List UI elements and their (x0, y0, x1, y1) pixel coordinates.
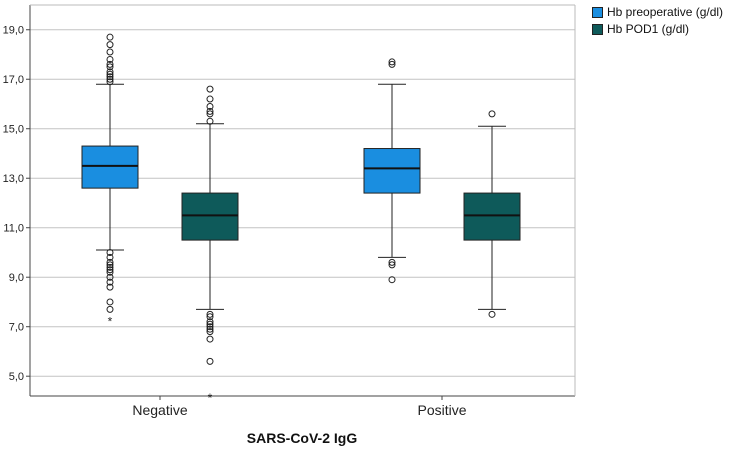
box-iqr (181, 192, 239, 241)
outlier-point (206, 357, 214, 365)
legend-item-hb-pod1: Hb POD1 (g/dl) (592, 21, 723, 37)
box-iqr (363, 148, 421, 194)
legend-label-hb-pod1: Hb POD1 (g/dl) (607, 22, 690, 36)
outlier-point (106, 41, 114, 49)
extreme-point: * (108, 314, 113, 328)
outlier-point (106, 33, 114, 41)
outlier-point (206, 310, 214, 318)
outlier-point (206, 320, 214, 328)
y-tick-label: 7,0 (9, 322, 24, 334)
box-0-0: * (81, 33, 139, 328)
y-tick-label: 11,0 (3, 223, 24, 235)
outlier-point (206, 318, 214, 326)
outlier-point (388, 58, 396, 66)
legend: Hb preoperative (g/dl) Hb POD1 (g/dl) (592, 4, 723, 38)
legend-swatch-hb-preoperative (592, 6, 603, 18)
outlier-point (388, 261, 396, 269)
box-1-0: * (181, 85, 239, 405)
outlier-point (206, 95, 214, 103)
y-tick-label: 13,0 (3, 173, 24, 185)
outlier-point (488, 310, 496, 318)
outlier-point (206, 335, 214, 343)
x-category-label: Positive (417, 402, 466, 418)
y-tick-label: 17,0 (3, 74, 24, 86)
x-category-label: Negative (132, 402, 187, 418)
outlier-point (388, 60, 396, 68)
axes (26, 4, 576, 400)
box-0-1 (363, 58, 421, 284)
outlier-point (106, 273, 114, 281)
outlier-point (106, 258, 114, 266)
outlier-point (106, 70, 114, 78)
y-tick-label: 5,0 (9, 371, 24, 383)
outlier-point (106, 78, 114, 86)
y-tick-label: 19,0 (3, 25, 24, 37)
outlier-point (106, 253, 114, 261)
box-iqr (463, 192, 521, 241)
outlier-point (106, 283, 114, 291)
outlier-point (106, 73, 114, 81)
outlier-point (206, 328, 214, 336)
outlier-point (488, 110, 496, 118)
box-series: ** (81, 33, 521, 405)
outlier-point (206, 117, 214, 125)
outlier-point (206, 313, 214, 321)
outlier-point (106, 68, 114, 76)
x-axis-title: SARS-CoV-2 IgG (247, 430, 358, 446)
outlier-point (106, 75, 114, 83)
outlier-point (206, 110, 214, 118)
outlier-point (206, 85, 214, 93)
legend-swatch-hb-pod1 (592, 23, 603, 35)
outlier-point (106, 278, 114, 286)
outlier-point (106, 263, 114, 271)
y-tick-labels: 5,0 7,0 9,0 11,0 13,0 15,0 17,0 19,0 (3, 25, 24, 383)
outlier-point (206, 323, 214, 331)
outlier-point (106, 298, 114, 306)
outlier-point (206, 107, 214, 115)
y-tick-label: 9,0 (9, 272, 24, 284)
legend-item-hb-preoperative: Hb preoperative (g/dl) (592, 4, 723, 20)
box-1-1 (463, 110, 521, 318)
outlier-point (206, 102, 214, 110)
y-tick-label: 15,0 (3, 124, 24, 136)
outlier-point (106, 60, 114, 68)
outlier-point (106, 48, 114, 56)
outlier-point (106, 266, 114, 274)
outlier-point (206, 325, 214, 333)
extreme-point: * (208, 391, 213, 405)
outlier-point (388, 276, 396, 284)
box-iqr (81, 145, 139, 189)
outlier-point (106, 261, 114, 269)
outlier-point (106, 305, 114, 313)
outlier-point (106, 268, 114, 276)
x-category-labels: Negative Positive (132, 402, 466, 418)
outlier-point (106, 248, 114, 256)
legend-label-hb-preoperative: Hb preoperative (g/dl) (607, 5, 724, 19)
outlier-point (106, 55, 114, 63)
outlier-point (106, 63, 114, 71)
outlier-point (388, 258, 396, 266)
